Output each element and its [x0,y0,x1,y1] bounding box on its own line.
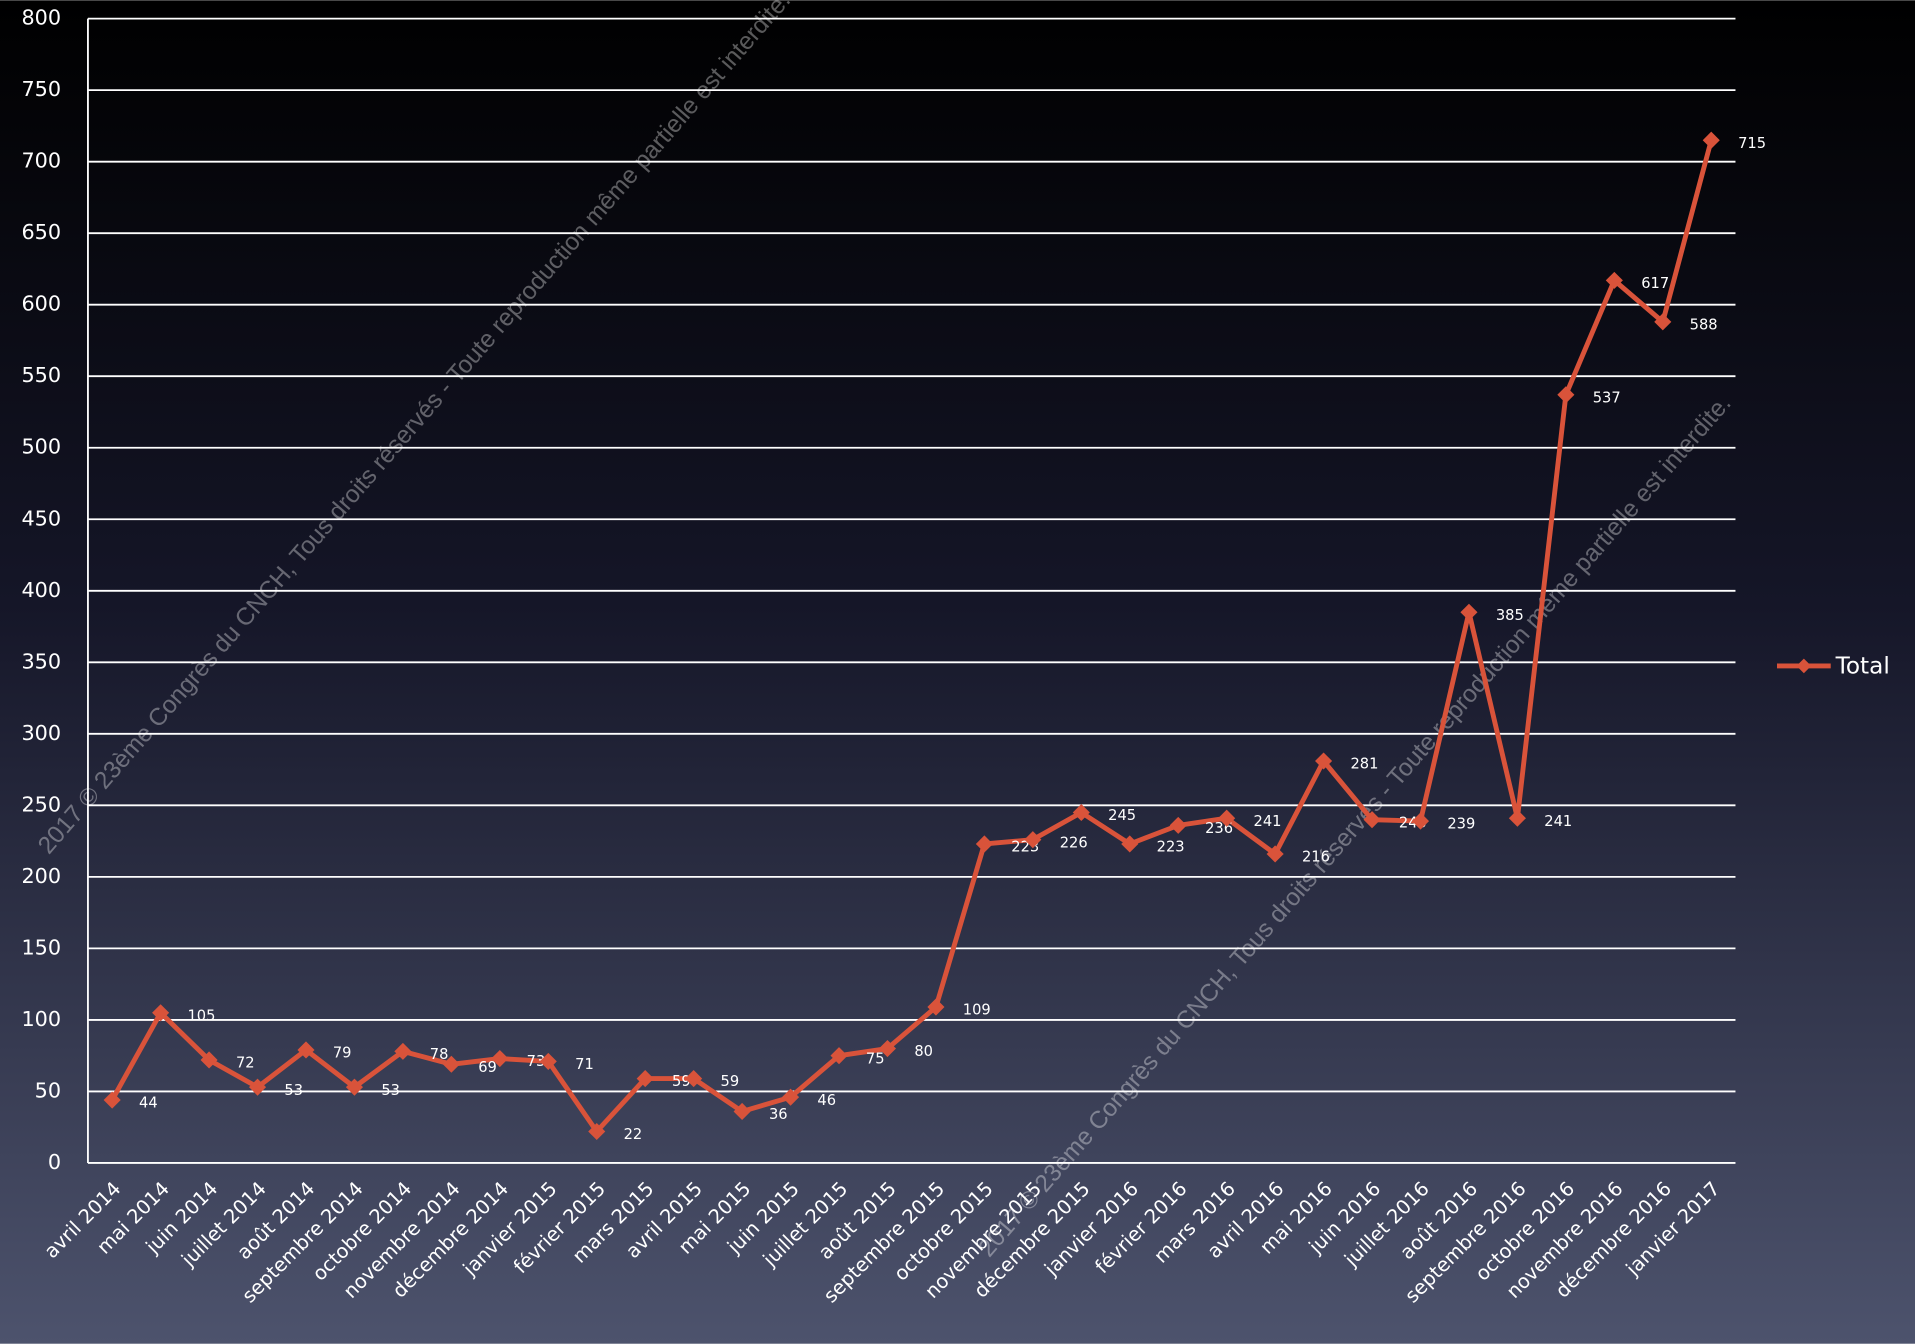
data-label: 44 [139,1095,158,1112]
data-label: 46 [817,1092,836,1109]
y-tick-label: 550 [21,363,61,387]
data-label: 537 [1593,389,1621,406]
y-tick-label: 50 [35,1078,61,1102]
y-tick-label: 250 [21,792,61,816]
y-tick-label: 300 [21,721,61,745]
data-point [200,1051,218,1069]
data-line [110,139,1714,1134]
y-tick-label: 700 [21,149,61,173]
data-label: 245 [1108,807,1136,824]
data-label: 75 [866,1050,885,1067]
data-label: 80 [914,1043,933,1060]
data-label: 109 [963,1002,991,1019]
data-point [1169,816,1187,834]
y-tick-label: 450 [21,506,61,530]
y-tick-label: 100 [21,1007,61,1031]
data-point [1702,131,1720,149]
legend-label: Total [1835,653,1890,680]
data-point [1654,313,1672,331]
data-label: 53 [381,1082,400,1099]
legend-marker [1796,658,1812,674]
data-label: 281 [1350,756,1378,773]
data-label: 216 [1302,849,1330,866]
data-point [1411,812,1430,830]
data-label: 715 [1738,135,1766,152]
data-label: 53 [284,1082,303,1099]
data-label: 385 [1496,607,1524,624]
data-label: 79 [333,1045,352,1062]
y-tick-label: 200 [21,864,61,888]
data-point [1508,809,1526,827]
data-label: 71 [575,1056,594,1073]
data-point [491,1049,509,1068]
data-label: 105 [187,1007,215,1024]
y-tick-label: 800 [21,6,61,30]
data-point [782,1088,800,1106]
y-tick-label: 650 [21,220,61,244]
data-label: 36 [769,1106,788,1123]
data-label: 226 [1060,834,1088,851]
data-label: 588 [1690,317,1718,334]
data-label: 59 [721,1073,740,1090]
data-point [1024,831,1042,849]
data-label: 617 [1641,275,1669,292]
data-label: 239 [1447,816,1475,833]
data-label: 241 [1254,813,1282,830]
data-point [152,1004,170,1022]
data-label: 223 [1157,839,1185,856]
data-point [830,1047,848,1065]
y-tick-label: 0 [48,1150,61,1174]
data-label: 73 [527,1053,546,1070]
data-point [878,1039,897,1058]
data-point [1315,752,1333,770]
data-point [1072,803,1090,822]
y-tick-label: 750 [21,77,61,101]
data-point [1363,811,1381,829]
data-point [1605,271,1623,289]
y-tick-label: 500 [21,435,61,459]
data-point [103,1091,121,1109]
data-point [1266,845,1284,863]
y-tick-label: 350 [21,649,61,673]
y-tick-label: 400 [21,578,61,602]
y-tick-label: 600 [21,292,61,316]
data-label: 59 [672,1073,691,1090]
data-label: 72 [236,1055,255,1072]
data-label: 69 [478,1059,497,1076]
data-point [927,998,945,1016]
data-label: 241 [1544,813,1572,830]
data-label: 22 [624,1126,643,1143]
data-point [636,1070,654,1088]
y-tick-label: 150 [21,935,61,959]
data-label: 78 [430,1046,449,1063]
data-point [1557,386,1575,404]
data-point [1218,809,1236,827]
